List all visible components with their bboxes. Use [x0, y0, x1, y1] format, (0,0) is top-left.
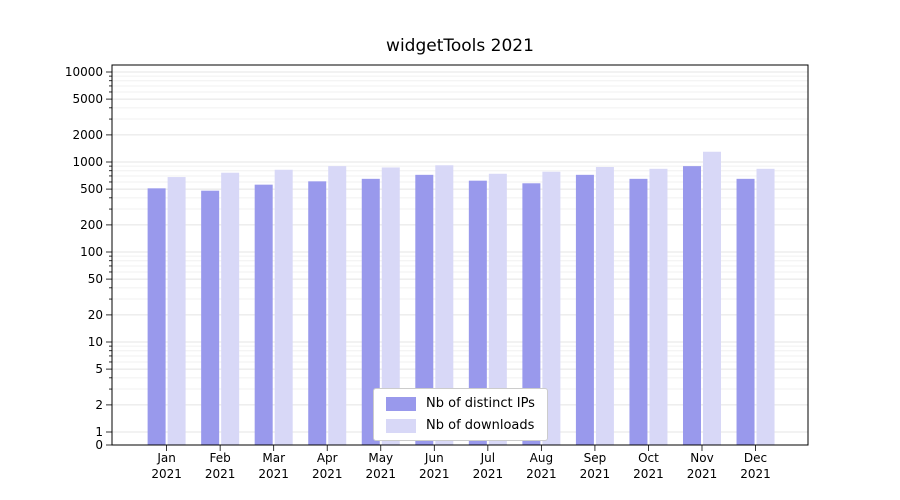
tick-label: Oct: [638, 451, 659, 465]
x-axis-ticks: [166, 445, 756, 451]
y-axis-labels: 01 2 5 10 20 50 100 200 500 1000 2000 5000 10000: [65, 65, 103, 452]
bar-ips-jan: [147, 188, 166, 446]
tick-label: 0: [95, 438, 103, 452]
tick-label: 1000: [72, 155, 103, 169]
tick-label: 2021: [365, 467, 396, 481]
tick-label: Sep: [584, 451, 607, 465]
tick-label: 2021: [473, 467, 504, 481]
tick-label: Aug: [530, 451, 553, 465]
x-axis-labels: Jan 2021 Feb 2021 Mar 2021 Apr 2021 May 2021 Jun 20…: [151, 451, 770, 481]
bar-dl-aug: [542, 171, 561, 445]
legend-item-distinct-ips: Nb of distinct IPs: [386, 396, 535, 411]
tick-label: Jul: [480, 451, 495, 465]
y-axis-ticks: [106, 71, 112, 446]
tick-label: 50: [88, 272, 103, 286]
tick-label: 2000: [72, 128, 103, 142]
tick-label: 2021: [633, 467, 664, 481]
tick-label: 2021: [580, 467, 611, 481]
bar-dl-nov: [702, 151, 721, 445]
tick-label: 2021: [312, 467, 343, 481]
bar-ips-mar: [254, 184, 273, 445]
legend-label-downloads: Nb of downloads: [426, 418, 535, 433]
tick-label: Feb: [210, 451, 231, 465]
legend-label-distinct-ips: Nb of distinct IPs: [426, 396, 535, 411]
series-downloads: [167, 151, 775, 446]
legend-item-downloads: Nb of downloads: [386, 418, 535, 433]
legend-swatch-downloads: [386, 418, 416, 433]
tick-label: 2021: [526, 467, 557, 481]
bar-dl-jan: [167, 177, 186, 445]
bar-dl-oct: [649, 168, 668, 445]
tick-label: 2021: [151, 467, 182, 481]
tick-label: 2021: [258, 467, 289, 481]
tick-label: 20: [88, 308, 103, 322]
bar-dl-feb: [221, 172, 240, 445]
bar-ips-sep: [575, 174, 594, 445]
bar-dl-jun: [435, 165, 454, 445]
bar-ips-oct: [629, 178, 648, 445]
tick-label: 2: [95, 398, 103, 412]
tick-label: 10000: [65, 65, 103, 79]
tick-label: 2021: [687, 467, 718, 481]
tick-label: 1: [95, 425, 103, 439]
tick-label: Dec: [744, 451, 767, 465]
tick-label: 500: [80, 182, 103, 196]
tick-label: 2021: [740, 467, 771, 481]
tick-label: 200: [80, 218, 103, 232]
legend: Nb of distinct IPs Nb of downloads: [373, 388, 548, 441]
bar-dl-jul: [488, 173, 507, 445]
tick-label: 10: [88, 335, 103, 349]
bar-ips-may: [361, 178, 380, 445]
tick-label: 5: [95, 362, 103, 376]
bar-ips-jun: [415, 174, 434, 445]
tick-label: Nov: [690, 451, 713, 465]
tick-label: 100: [80, 245, 103, 259]
bar-ips-apr: [308, 181, 327, 445]
bar-ips-feb: [201, 190, 220, 445]
bar-dl-dec: [756, 168, 775, 445]
chart-title: widgetTools 2021: [386, 36, 534, 56]
tick-label: Jun: [424, 451, 444, 465]
tick-label: 5000: [72, 92, 103, 106]
tick-label: 2021: [205, 467, 236, 481]
plot-frame: [111, 64, 809, 446]
tick-label: May: [368, 451, 393, 465]
bar-ips-dec: [736, 178, 755, 445]
tick-label: Apr: [317, 451, 338, 465]
tick-label: Mar: [262, 451, 285, 465]
bar-dl-sep: [595, 166, 614, 445]
series-distinct-ips: [147, 166, 755, 446]
bar-ips-aug: [522, 183, 541, 445]
bar-ips-nov: [682, 166, 701, 446]
legend-swatch-distinct-ips: [386, 396, 416, 411]
tick-label: Jan: [156, 451, 176, 465]
bar-dl-may: [381, 167, 400, 445]
bar-ips-jul: [468, 180, 487, 445]
bar-dl-apr: [328, 166, 347, 446]
tick-label: 2021: [419, 467, 450, 481]
bar-dl-mar: [274, 169, 293, 445]
